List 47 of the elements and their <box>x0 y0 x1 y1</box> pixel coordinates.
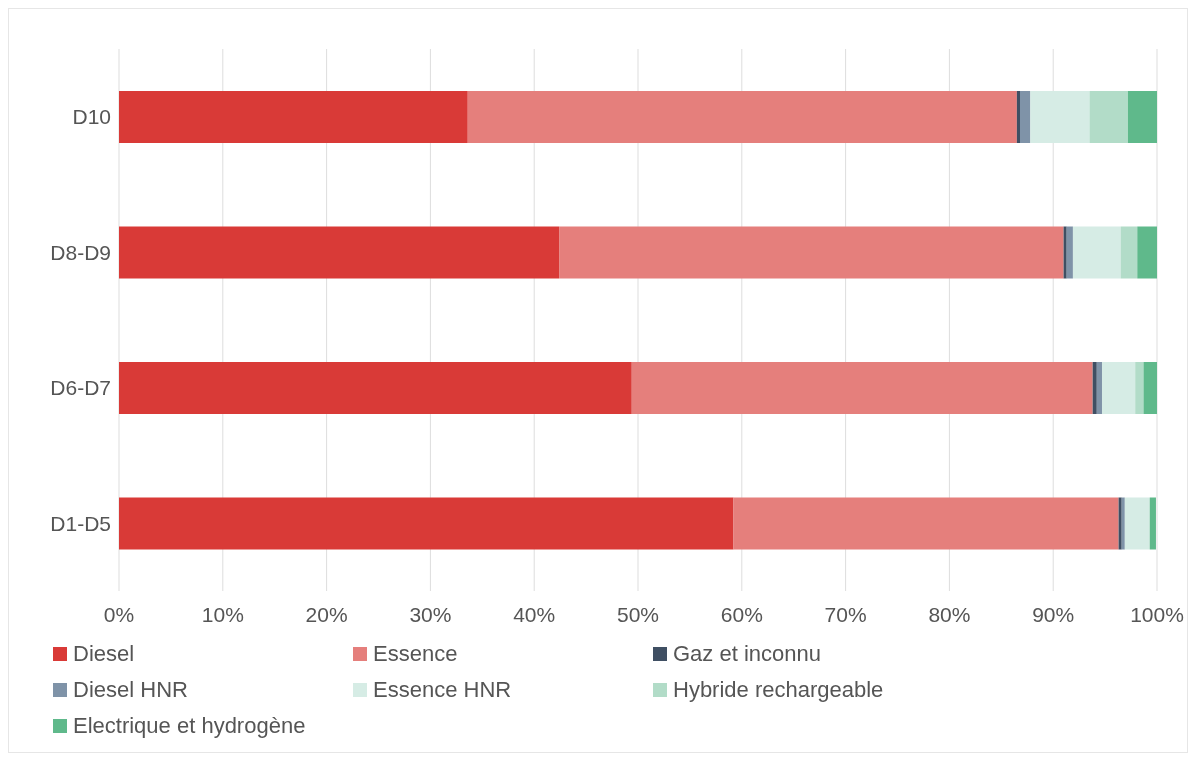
x-tick-label: 60% <box>720 602 763 626</box>
bar <box>467 91 1017 143</box>
legend-label: Electrique et hydrogène <box>73 713 306 739</box>
x-tick-label: 0% <box>103 602 135 626</box>
y-tick-label: D6-D7 <box>50 376 111 400</box>
bar <box>119 91 468 143</box>
x-tick-label: 70% <box>824 602 867 626</box>
bar <box>1072 226 1121 279</box>
x-tick-label: 10% <box>201 602 244 626</box>
bar <box>119 497 734 550</box>
x-tick-label: 100% <box>1130 602 1184 626</box>
bar <box>1120 226 1138 279</box>
bar <box>1137 226 1157 279</box>
y-tick-label: D8-D9 <box>50 240 111 264</box>
bar <box>1124 497 1150 550</box>
bar <box>1089 91 1128 143</box>
legend-label: Diesel HNR <box>73 677 188 703</box>
x-tick-label: 30% <box>409 602 452 626</box>
bar <box>1127 91 1157 143</box>
bar <box>1019 91 1031 143</box>
bar <box>1135 362 1144 414</box>
x-tick-label: 80% <box>928 602 971 626</box>
x-tick-label: 50% <box>616 602 660 626</box>
bar <box>1096 362 1102 414</box>
legend-label: Essence <box>373 641 458 667</box>
bar <box>1092 362 1097 414</box>
legend-label: Diesel <box>73 641 135 667</box>
legend-label: Gaz et inconnu <box>673 641 821 667</box>
x-tick-label: 20% <box>305 602 348 626</box>
legend-label: Hybride rechargeable <box>673 677 884 703</box>
bar <box>1063 226 1067 279</box>
bar <box>631 362 1093 414</box>
bar <box>1143 362 1157 414</box>
bar <box>119 362 632 414</box>
x-tick-label: 90% <box>1032 602 1075 626</box>
bar <box>1030 91 1090 143</box>
legend-label: Essence HNR <box>373 677 512 703</box>
y-tick-label: D1-D5 <box>50 511 111 535</box>
bar <box>119 226 560 279</box>
bar <box>1149 497 1156 550</box>
y-tick-label: D10 <box>72 105 111 129</box>
x-tick-label: 40% <box>513 602 556 626</box>
bar <box>559 226 1064 279</box>
bar <box>1101 362 1136 414</box>
bar <box>733 497 1119 550</box>
bar <box>1016 91 1020 143</box>
bar <box>1066 226 1073 279</box>
